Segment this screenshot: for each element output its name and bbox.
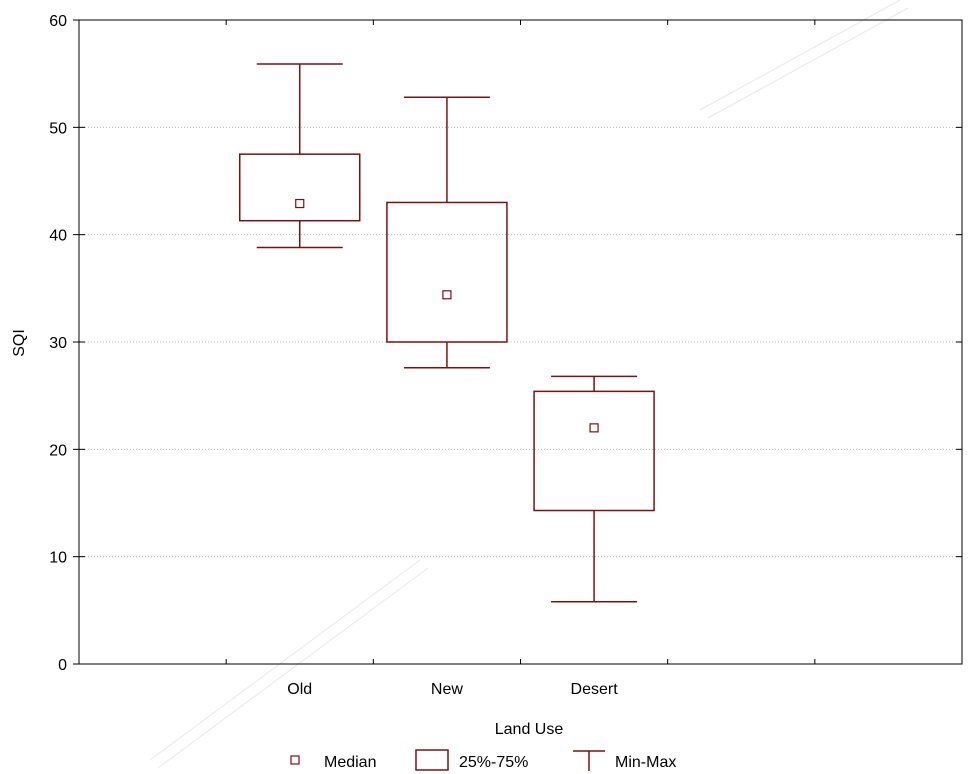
y-tick-label: 50 bbox=[49, 120, 67, 137]
y-tick-label: 20 bbox=[49, 442, 67, 459]
y-tick-label: 0 bbox=[58, 657, 67, 674]
legend: Median 25%-75% Min-Max bbox=[290, 749, 676, 771]
legend-whisker-marker bbox=[573, 750, 605, 771]
watermark bbox=[149, 0, 909, 769]
y-tick-label: 60 bbox=[49, 13, 67, 30]
iqr-box bbox=[239, 153, 361, 222]
gridlines bbox=[79, 126, 962, 558]
x-tick-label: New bbox=[431, 681, 463, 698]
boxes bbox=[239, 63, 655, 603]
y-axis-title: SQI bbox=[11, 329, 28, 357]
x-tick-label: Old bbox=[287, 681, 312, 698]
y-tick-label: 40 bbox=[49, 228, 67, 245]
box-old bbox=[239, 63, 361, 249]
box-new bbox=[386, 96, 508, 369]
median-marker bbox=[589, 423, 599, 433]
legend-median-label: Median bbox=[324, 754, 376, 771]
x-tick-label: Desert bbox=[571, 681, 619, 698]
y-tick-label: 10 bbox=[49, 550, 67, 567]
y-axis: 0 10 20 30 40 50 60 bbox=[49, 13, 962, 674]
x-axis-title: Land Use bbox=[495, 721, 564, 738]
legend-box-label: 25%-75% bbox=[459, 754, 528, 771]
legend-median-marker bbox=[290, 755, 300, 765]
iqr-box bbox=[386, 201, 508, 343]
median-marker bbox=[442, 290, 452, 300]
box-desert bbox=[533, 375, 655, 603]
legend-box-marker bbox=[415, 749, 449, 771]
y-tick-label: 30 bbox=[49, 335, 67, 352]
legend-whisker-label: Min-Max bbox=[615, 754, 676, 771]
iqr-box bbox=[533, 390, 655, 512]
x-axis: Old New Desert bbox=[225, 20, 816, 698]
median-marker bbox=[295, 198, 305, 209]
